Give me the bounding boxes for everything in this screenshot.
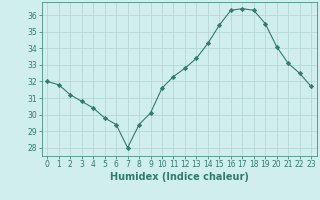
X-axis label: Humidex (Indice chaleur): Humidex (Indice chaleur) <box>110 172 249 182</box>
